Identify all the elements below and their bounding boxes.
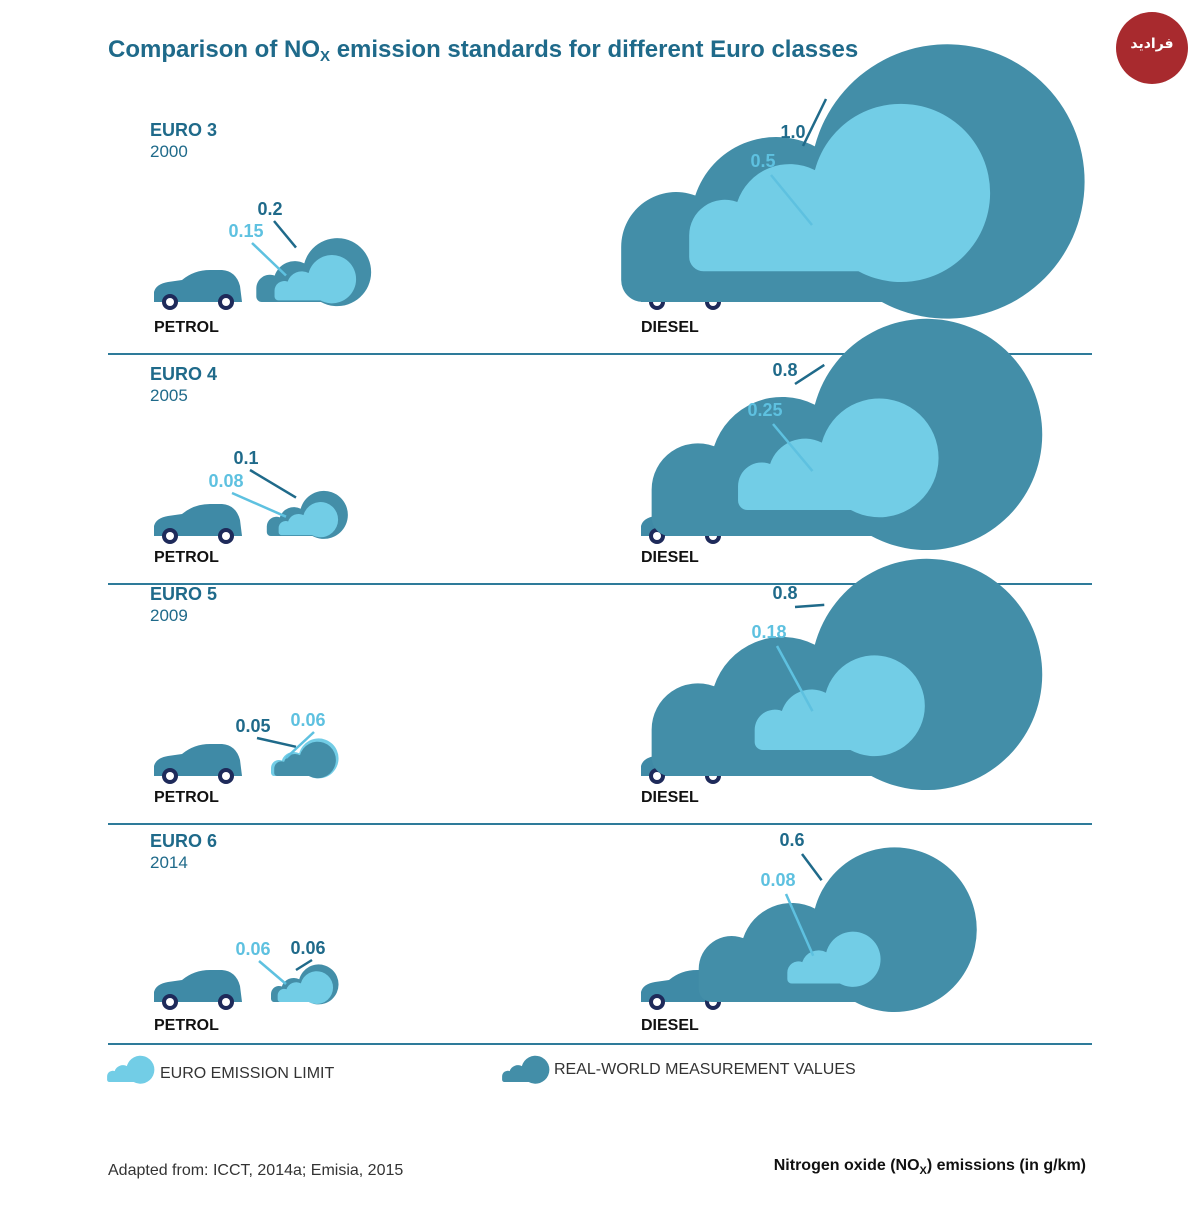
diesel-limit-value: 0.18 xyxy=(751,622,786,642)
class-year: 2005 xyxy=(150,386,188,405)
units-note-pre: Nitrogen oxide (NO xyxy=(774,1157,920,1174)
petrol-car-icon-hub-rear xyxy=(222,998,230,1006)
units-note-sub: X xyxy=(920,1165,928,1177)
petrol-car-icon xyxy=(154,744,242,784)
petrol-label: PETROL xyxy=(154,1017,219,1034)
petrol-limit-leader xyxy=(231,491,287,518)
diesel-limit-value: 0.5 xyxy=(750,151,775,171)
source-note: Adapted from: ICCT, 2014a; Emisia, 2015 xyxy=(108,1162,403,1179)
units-note: Nitrogen oxide (NOX) emissions (in g/km) xyxy=(774,1157,1086,1177)
diesel-limit-cloud xyxy=(787,931,881,987)
petrol-real-leader xyxy=(256,736,297,749)
petrol-car-icon-hub-front xyxy=(166,998,174,1006)
diesel-car-icon-hub-front xyxy=(653,532,661,540)
legend-limit-icon xyxy=(107,1055,155,1084)
diesel-limit-cloud xyxy=(754,655,925,757)
chart-title-subscript: X xyxy=(320,48,331,65)
petrol-real-value: 0.05 xyxy=(235,716,270,736)
petrol-limit-leader xyxy=(285,731,315,759)
diesel-limit-value: 0.08 xyxy=(760,870,795,890)
class-year: 2000 xyxy=(150,142,188,161)
diesel-limit-leader xyxy=(770,174,813,226)
petrol-limit-value: 0.06 xyxy=(235,939,270,959)
petrol-label: PETROL xyxy=(154,789,219,806)
diesel-car-icon-hub-front xyxy=(653,998,661,1006)
diesel-real-value: 0.8 xyxy=(772,360,797,380)
class-year: 2014 xyxy=(150,853,188,872)
diesel-label: DIESEL xyxy=(641,789,699,806)
class-label: EURO 4 xyxy=(150,364,217,384)
diesel-limit-leader xyxy=(784,893,815,957)
petrol-limit-value: 0.15 xyxy=(228,221,263,241)
petrol-car-icon-body xyxy=(154,744,242,776)
diesel-real-value: 0.8 xyxy=(772,583,797,603)
petrol-car-icon-hub-front xyxy=(166,772,174,780)
units-note-post: ) emissions (in g/km) xyxy=(927,1157,1086,1174)
petrol-car-icon-hub-rear xyxy=(222,772,230,780)
diesel-label: DIESEL xyxy=(641,1017,699,1034)
diesel-label: DIESEL xyxy=(641,319,699,336)
legend-real-icon xyxy=(502,1055,550,1084)
diesel-real-leader xyxy=(801,98,828,147)
diesel-limit-cloud xyxy=(738,398,939,518)
petrol-label: PETROL xyxy=(154,549,219,566)
site-logo: فرادید xyxy=(1116,12,1188,84)
petrol-car-icon-body xyxy=(154,270,242,302)
petrol-limit-leader xyxy=(251,242,287,277)
petrol-car-icon-hub-rear xyxy=(222,532,230,540)
diesel-real-leader xyxy=(794,363,825,386)
petrol-car-icon-hub-front xyxy=(166,532,174,540)
legend-real-label: REAL-WORLD MEASUREMENT VALUES xyxy=(554,1061,856,1078)
diesel-limit-value: 0.25 xyxy=(747,400,782,420)
petrol-limit-value: 0.06 xyxy=(290,710,325,730)
petrol-real-value: 0.06 xyxy=(290,938,325,958)
petrol-car-icon-hub-rear xyxy=(222,298,230,306)
petrol-real-leader xyxy=(249,468,297,499)
legend-limit-label: EURO EMISSION LIMIT xyxy=(160,1065,334,1082)
class-label: EURO 3 xyxy=(150,120,217,140)
class-year: 2009 xyxy=(150,606,188,625)
petrol-real-value: 0.1 xyxy=(233,448,258,468)
petrol-real-leader xyxy=(295,958,313,972)
petrol-real-leader xyxy=(273,220,297,249)
diesel-label: DIESEL xyxy=(641,549,699,566)
petrol-limit-value: 0.08 xyxy=(208,471,243,491)
diesel-real-value: 0.6 xyxy=(779,830,804,850)
diesel-real-cloud xyxy=(698,847,977,1012)
diesel-real-leader xyxy=(794,603,825,609)
diesel-car-icon-hub-front xyxy=(653,772,661,780)
petrol-real-cloud xyxy=(274,741,336,779)
chart-title-rest: emission standards for different Euro cl… xyxy=(330,36,859,63)
petrol-real-value: 0.2 xyxy=(257,199,282,219)
diesel-limit-leader xyxy=(772,423,814,472)
petrol-car-icon-body xyxy=(154,504,242,536)
petrol-limit-cloud xyxy=(277,971,334,1004)
diesel-limit-leader xyxy=(775,645,814,712)
petrol-car-icon xyxy=(154,970,242,1010)
site-logo-text: فرادید xyxy=(1130,36,1174,52)
chart-title: Comparison of NOX emission standards for… xyxy=(108,36,858,65)
petrol-car-icon xyxy=(154,270,242,310)
petrol-limit-cloud xyxy=(278,502,339,538)
diesel-real-leader xyxy=(800,853,823,881)
petrol-car-icon-body xyxy=(154,970,242,1002)
class-label: EURO 5 xyxy=(150,584,217,604)
petrol-limit-cloud xyxy=(274,255,357,304)
chart-title-text: Comparison of NO xyxy=(108,36,321,63)
petrol-label: PETROL xyxy=(154,319,219,336)
petrol-limit-leader xyxy=(258,960,287,985)
diesel-real-value: 1.0 xyxy=(780,122,805,142)
class-label: EURO 6 xyxy=(150,831,217,851)
petrol-car-icon xyxy=(154,504,242,544)
diesel-limit-cloud xyxy=(689,103,991,283)
petrol-car-icon-hub-front xyxy=(166,298,174,306)
